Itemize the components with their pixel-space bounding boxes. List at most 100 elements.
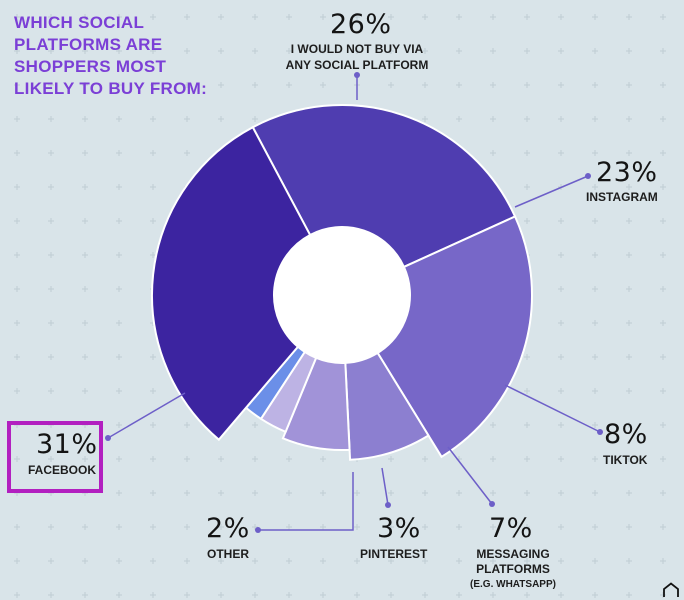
- grid-plus-mark: [14, 286, 20, 292]
- grid-plus-mark: [660, 456, 666, 462]
- grid-plus-mark: [116, 524, 122, 530]
- leader-dot-tiktok: [597, 429, 603, 435]
- grid-plus-mark: [252, 422, 258, 428]
- grid-plus-mark: [218, 524, 224, 530]
- grid-plus-mark: [524, 558, 530, 564]
- chart-title-line-4: LIKELY TO BUY FROM:: [14, 79, 208, 98]
- grid-plus-mark: [82, 184, 88, 190]
- grid-plus-mark: [388, 82, 394, 88]
- grid-plus-mark: [422, 48, 428, 54]
- grid-plus-mark: [218, 592, 224, 598]
- grid-plus-mark: [660, 524, 666, 530]
- grid-plus-mark: [116, 252, 122, 258]
- leader-dot-facebook: [105, 435, 111, 441]
- grid-plus-mark: [592, 184, 598, 190]
- grid-plus-mark: [660, 490, 666, 496]
- grid-plus-mark: [184, 422, 190, 428]
- grid-plus-mark: [592, 218, 598, 224]
- grid-plus-mark: [252, 14, 258, 20]
- grid-plus-mark: [82, 150, 88, 156]
- grid-plus-mark: [660, 320, 666, 326]
- grid-plus-mark: [218, 14, 224, 20]
- grid-plus-mark: [490, 150, 496, 156]
- grid-plus-mark: [48, 320, 54, 326]
- grid-plus-mark: [660, 354, 666, 360]
- grid-plus-mark: [660, 252, 666, 258]
- grid-plus-mark: [626, 218, 632, 224]
- grid-plus-mark: [150, 184, 156, 190]
- grid-plus-mark: [82, 354, 88, 360]
- leader-line-instagram: [514, 175, 589, 208]
- grid-plus-mark: [558, 252, 564, 258]
- grid-plus-mark: [422, 558, 428, 564]
- grid-plus-mark: [388, 524, 394, 530]
- grid-plus-mark: [660, 592, 666, 598]
- grid-plus-mark: [184, 82, 190, 88]
- grid-plus-mark: [150, 456, 156, 462]
- grid-plus-mark: [150, 558, 156, 564]
- grid-plus-mark: [82, 592, 88, 598]
- grid-plus-mark: [660, 388, 666, 394]
- grid-plus-mark: [218, 558, 224, 564]
- slice-label-facebook: FACEBOOK: [28, 463, 97, 477]
- grid-plus-mark: [626, 354, 632, 360]
- grid-plus-mark: [14, 48, 20, 54]
- pct-label-none: 26%: [330, 9, 392, 40]
- grid-plus-mark: [116, 48, 122, 54]
- grid-plus-mark: [592, 82, 598, 88]
- grid-plus-mark: [456, 558, 462, 564]
- grid-plus-mark: [558, 116, 564, 122]
- grid-plus-mark: [626, 490, 632, 496]
- grid-plus-mark: [456, 490, 462, 496]
- grid-plus-mark: [116, 422, 122, 428]
- grid-plus-mark: [48, 558, 54, 564]
- grid-plus-mark: [218, 490, 224, 496]
- grid-plus-mark: [184, 592, 190, 598]
- grid-plus-mark: [116, 184, 122, 190]
- grid-plus-mark: [558, 82, 564, 88]
- grid-plus-mark: [626, 116, 632, 122]
- grid-plus-mark: [116, 14, 122, 20]
- grid-plus-mark: [116, 82, 122, 88]
- grid-plus-mark: [524, 150, 530, 156]
- pct-label-other: 2%: [206, 513, 250, 544]
- grid-plus-mark: [524, 422, 530, 428]
- grid-plus-mark: [422, 490, 428, 496]
- grid-plus-mark: [286, 82, 292, 88]
- leader-lines: [105, 72, 603, 533]
- grid-plus-mark: [558, 490, 564, 496]
- grid-plus-mark: [558, 524, 564, 530]
- grid-plus-mark: [82, 320, 88, 326]
- grid-plus-mark: [218, 116, 224, 122]
- grid-plus-mark: [286, 524, 292, 530]
- grid-plus-mark: [490, 456, 496, 462]
- grid-plus-mark: [14, 14, 20, 20]
- grid-plus-mark: [320, 558, 326, 564]
- pie-slice-messaging: [281, 356, 351, 451]
- home-outline-icon[interactable]: [662, 582, 680, 598]
- slice-label-none-line-1: I WOULD NOT BUY VIA: [290, 42, 424, 56]
- grid-plus-mark: [490, 48, 496, 54]
- grid-plus-mark: [626, 320, 632, 326]
- grid-plus-mark: [524, 82, 530, 88]
- grid-plus-mark: [82, 218, 88, 224]
- grid-plus-mark: [388, 490, 394, 496]
- leader-dot-messaging: [489, 501, 495, 507]
- grid-plus-mark: [388, 592, 394, 598]
- grid-plus-mark: [48, 48, 54, 54]
- grid-plus-mark: [150, 592, 156, 598]
- grid-plus-mark: [14, 320, 20, 326]
- grid-plus-mark: [660, 286, 666, 292]
- grid-plus-mark: [558, 286, 564, 292]
- slice-label-pinterest: PINTEREST: [360, 547, 428, 561]
- grid-plus-mark: [626, 286, 632, 292]
- grid-plus-mark: [524, 116, 530, 122]
- grid-plus-mark: [524, 218, 530, 224]
- grid-plus-mark: [490, 592, 496, 598]
- grid-plus-mark: [456, 48, 462, 54]
- grid-plus-mark: [286, 456, 292, 462]
- grid-plus-mark: [14, 592, 20, 598]
- grid-plus-mark: [116, 388, 122, 394]
- grid-plus-mark: [490, 14, 496, 20]
- grid-plus-mark: [286, 558, 292, 564]
